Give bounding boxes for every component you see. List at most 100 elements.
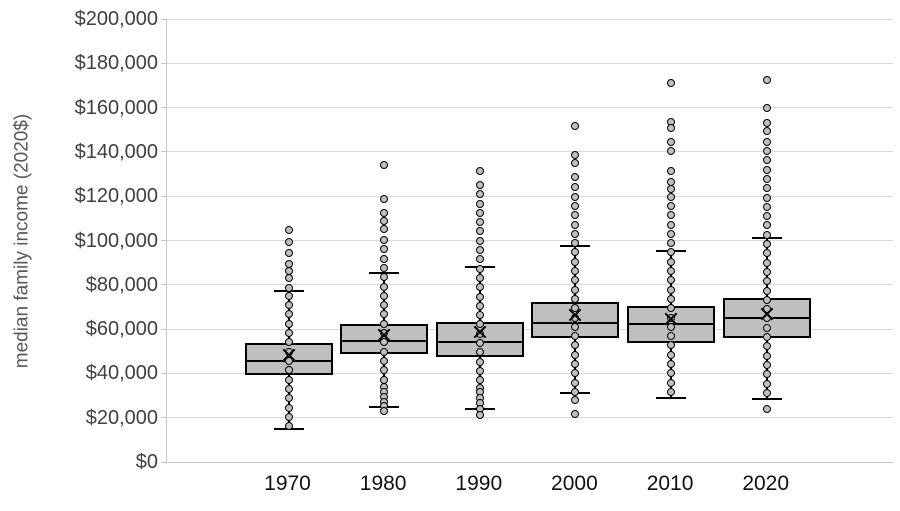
data-point-dot <box>571 192 580 201</box>
data-point-dot <box>475 166 484 175</box>
y-tick-label: $80,000 <box>85 273 158 296</box>
data-point-dot <box>571 201 580 210</box>
data-point-dot <box>762 165 771 174</box>
data-point-dot <box>571 341 580 350</box>
data-point-dot <box>762 405 771 414</box>
data-point-dot <box>667 201 676 210</box>
y-axis-tick <box>161 328 166 330</box>
data-point-dot <box>380 291 389 300</box>
data-point-dot <box>475 410 484 419</box>
data-point-dot <box>475 283 484 292</box>
gridline <box>167 417 893 419</box>
data-point-dot <box>762 351 771 360</box>
mean-marker <box>376 327 392 343</box>
data-point-dot <box>762 295 771 304</box>
data-point-dot <box>380 254 389 263</box>
data-point-dot <box>380 245 389 254</box>
data-point-dot <box>667 146 676 155</box>
data-point-dot <box>571 360 580 369</box>
y-axis-tick <box>161 195 166 197</box>
data-point-dot <box>475 311 484 320</box>
y-axis-tick <box>161 62 166 64</box>
data-point-dot <box>475 264 484 273</box>
data-point-dot <box>762 156 771 165</box>
data-point-dot <box>380 195 389 204</box>
data-point-dot <box>475 246 484 255</box>
data-point-dot <box>762 230 771 239</box>
x-tick-label-2010: 2010 <box>646 472 694 495</box>
mean-marker <box>567 307 583 323</box>
data-point-dot <box>667 257 676 266</box>
mean-marker <box>281 347 297 363</box>
y-axis-tick <box>161 284 166 286</box>
data-point-dot <box>571 409 580 418</box>
data-point-dot <box>284 375 293 384</box>
data-point-dot <box>762 342 771 351</box>
data-point-dot <box>380 263 389 272</box>
data-point-dot <box>762 323 771 332</box>
data-point-dot <box>762 75 771 84</box>
data-point-dot <box>571 248 580 257</box>
data-point-dot <box>571 257 580 266</box>
whisker-cap-bottom <box>656 396 687 399</box>
y-axis-tick <box>161 107 166 109</box>
data-point-dot <box>571 151 580 159</box>
data-point-dot <box>284 283 293 292</box>
gridline <box>167 372 893 374</box>
data-point-dot <box>667 294 676 303</box>
data-point-dot <box>475 199 484 208</box>
data-point-dot <box>571 294 580 303</box>
data-point-dot <box>475 366 484 375</box>
data-point-dot <box>380 310 389 319</box>
data-point-dot <box>284 329 293 338</box>
data-point-dot <box>475 218 484 227</box>
data-point-dot <box>475 273 484 282</box>
data-point-dot <box>762 388 771 397</box>
y-tick-label: $180,000 <box>74 52 158 75</box>
data-point-dot <box>667 369 676 378</box>
data-point-dot <box>571 332 580 341</box>
y-tick-label: $200,000 <box>74 8 158 30</box>
data-point-dot <box>475 236 484 245</box>
data-point-dot <box>380 160 389 169</box>
data-point-dot <box>284 384 293 393</box>
data-point-dot <box>762 104 771 113</box>
data-point-dot <box>667 177 676 186</box>
data-point-dot <box>667 211 676 220</box>
data-point-dot <box>762 379 771 388</box>
data-point-dot <box>475 339 484 348</box>
gridline <box>167 151 893 153</box>
data-point-dot <box>667 229 676 238</box>
data-point-dot <box>571 220 580 229</box>
data-point-dot <box>667 166 676 175</box>
data-point-dot <box>571 378 580 387</box>
data-point-dot <box>762 212 771 221</box>
data-point-dot <box>380 282 389 291</box>
gridline <box>167 284 893 286</box>
data-point-dot <box>475 348 484 357</box>
data-point-dot <box>284 248 293 257</box>
gridline <box>167 195 893 197</box>
data-point-dot <box>571 285 580 294</box>
data-point-dot <box>762 193 771 202</box>
x-tick-label-1970: 1970 <box>264 472 311 495</box>
data-point-dot <box>380 407 389 416</box>
data-point-dot <box>284 412 293 421</box>
data-point-dot <box>284 301 293 310</box>
whisker-cap-bottom <box>751 398 782 401</box>
data-point-dot <box>667 332 676 341</box>
data-point-dot <box>667 276 676 285</box>
y-tick-label: $40,000 <box>85 362 158 385</box>
data-point-dot <box>762 333 771 342</box>
y-tick-label: $140,000 <box>74 140 158 163</box>
data-point-dot <box>762 277 771 286</box>
plot-area <box>161 18 893 463</box>
data-point-dot <box>380 356 389 365</box>
data-point-dot <box>571 395 580 404</box>
x-tick-label-1990: 1990 <box>455 472 503 495</box>
data-point-dot <box>284 403 293 412</box>
data-point-dot <box>475 376 484 385</box>
gridline <box>167 18 893 20</box>
gridline <box>167 62 893 64</box>
gridline <box>167 328 893 330</box>
